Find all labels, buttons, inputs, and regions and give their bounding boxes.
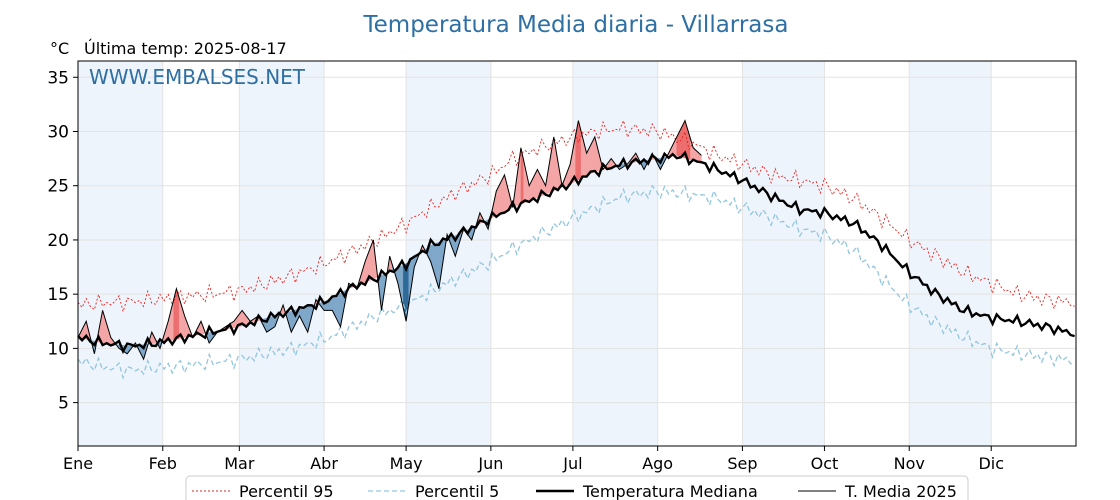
x-tick-label-sep: Sep: [727, 454, 757, 473]
x-tick-label-dic: Dic: [978, 454, 1004, 473]
grid-lines: [77, 61, 1076, 446]
month-band-ene: [78, 61, 163, 446]
month-band-sep: [742, 61, 825, 446]
y-axis: 5 10 15 20 25 30 35: [47, 68, 78, 414]
series-line-median: [77, 150, 1075, 355]
watermark: WWW.EMBALSES.NET: [89, 65, 306, 89]
month-bands: [78, 61, 992, 446]
legend-box: [185, 475, 969, 500]
month-band-mar: [239, 61, 325, 446]
series-line-p95: [77, 119, 1075, 314]
month-band-nov: [909, 61, 992, 446]
series-line-current: [77, 119, 702, 361]
y-unit-label: °C: [50, 39, 69, 58]
plot-frame: [77, 60, 1077, 447]
legend-label-p5: Percentil 5: [415, 482, 499, 500]
series-lines: [77, 119, 1075, 380]
y-tick-label-5: 5: [58, 394, 69, 414]
legend-label-current: T. Media 2025: [844, 482, 957, 500]
x-tick-label-jul: Jul: [562, 454, 582, 473]
legend-label-p95: Percentil 95: [239, 482, 334, 500]
chart-title: Temperatura Media diaria - Villarrasa: [363, 12, 789, 38]
x-tick-label-feb: Feb: [149, 454, 177, 473]
y-tick-label-30: 30: [47, 122, 69, 142]
x-tick-label-mar: Mar: [224, 454, 255, 473]
x-tick-label-jun: Jun: [477, 454, 503, 473]
x-tick-label-may: May: [390, 454, 423, 473]
fill-segment: [501, 174, 505, 214]
legend: Percentil 95 Percentil 5 Temperatura Media…: [185, 475, 969, 500]
last-temp-label: Última temp: 2025-08-17: [84, 39, 287, 58]
y-tick-label-15: 15: [47, 285, 69, 305]
legend-label-median: Temperatura Mediana: [582, 482, 758, 500]
x-tick-label-ene: Ene: [63, 454, 93, 473]
x-tick-label-abr: Abr: [310, 454, 338, 473]
x-tick-label-nov: Nov: [894, 454, 925, 473]
y-tick-label-25: 25: [47, 177, 69, 197]
y-tick-label-10: 10: [47, 339, 69, 359]
x-tick-label-oct: Oct: [811, 454, 839, 473]
series-line-p5: [77, 184, 1075, 380]
y-tick-label-20: 20: [47, 231, 69, 251]
x-axis: Ene Feb Mar Abr May Jun Jul Ago Sep Oct Nov Dic: [63, 446, 1004, 473]
x-tick-label-ago: Ago: [642, 454, 673, 473]
month-band-jul: [572, 61, 658, 446]
y-tick-label-35: 35: [47, 68, 69, 88]
